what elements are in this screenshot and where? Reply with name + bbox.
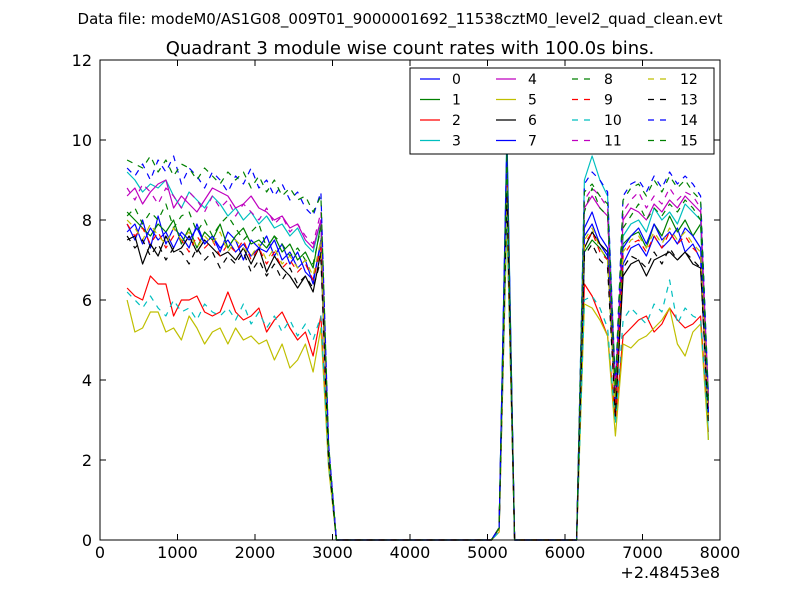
legend-label-1: 1 [452,93,461,109]
series-line-7 [126,139,709,541]
x-tick-label: 5000 [467,543,508,562]
x-tick-label: 7000 [622,543,663,562]
legend-label-10: 10 [604,113,622,129]
supertitle: Data file: modeM0/AS1G08_009T01_90000016… [78,10,723,29]
legend-label-8: 8 [604,72,613,88]
x-tick-label: 0 [95,543,105,562]
legend-label-14: 14 [680,113,698,129]
series-line-0 [126,147,709,541]
x-tick-label: 1000 [157,543,198,562]
series-line-10 [126,215,709,541]
legend-label-12: 12 [680,72,698,88]
y-tick-label: 0 [82,531,92,550]
legend-label-0: 0 [452,72,461,88]
legend-label-4: 4 [528,72,537,88]
legend-label-15: 15 [680,134,698,150]
chart-title: Quadrant 3 module wise count rates with … [166,38,655,59]
y-tick-label: 8 [82,211,92,230]
legend-frame [409,67,715,155]
legend-label-9: 9 [604,93,613,109]
legend-label-7: 7 [528,134,537,150]
ticks-layer: 0 1000 2000 3000 4000 5000 6000 7000 80000246810… [72,51,741,562]
y-tick-label: 2 [82,451,92,470]
x-tick-label: 2000 [235,543,276,562]
y-tick-label: 10 [72,131,92,150]
series-line-12 [126,187,709,541]
legend-label-11: 11 [604,134,622,150]
legend-label-3: 3 [452,134,461,150]
x-tick-label: 4000 [390,543,431,562]
y-tick-label: 4 [82,371,92,390]
legend-label-6: 6 [528,113,537,129]
x-tick-label: 3000 [312,543,353,562]
y-tick-label: 6 [82,291,92,310]
legend-label-5: 5 [528,93,537,109]
legend-label-2: 2 [452,113,461,129]
x-tick-label: 6000 [545,543,586,562]
series-line-3 [126,131,709,541]
legend-label-13: 13 [680,93,698,109]
series-line-14 [126,143,709,541]
x-offset-label: +2.48453e8 [620,563,720,582]
x-tick-label: 8000 [700,543,741,562]
plot-area: 0 1000 2000 3000 4000 5000 6000 7000 80000246810… [72,51,741,562]
series-layer [126,131,709,541]
y-tick-label: 12 [72,51,92,70]
